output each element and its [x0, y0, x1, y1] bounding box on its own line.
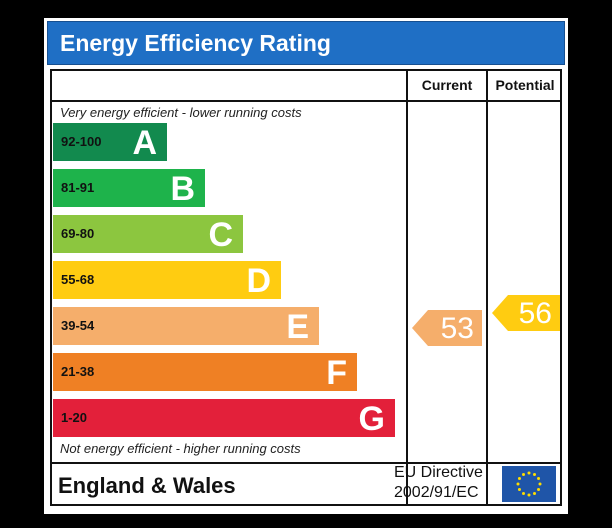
eu-flag-star: [516, 482, 520, 486]
footer-divider: [52, 462, 560, 464]
eu-flag-star: [517, 477, 521, 480]
eu-flag-icon: [502, 466, 556, 502]
rating-band-g: 1-20 G: [53, 399, 395, 438]
eu-flag-star: [527, 493, 531, 497]
eu-flag-star: [533, 472, 536, 476]
column-divider-potential: [486, 71, 488, 504]
energy-rating-card: Energy Efficiency Rating Current Potenti…: [44, 18, 568, 514]
header-divider: [52, 100, 560, 102]
band-range-e: 39-54: [61, 318, 95, 333]
region-label: England & Wales: [58, 473, 236, 498]
band-letter-b: B: [170, 170, 195, 208]
eu-flag-star: [522, 472, 525, 476]
note-very-efficient: Very energy efficient - lower running co…: [60, 105, 302, 120]
eu-flag-star: [533, 492, 536, 496]
current-rating-arrow: 53: [412, 310, 482, 346]
title-bar: Energy Efficiency Rating: [47, 21, 565, 65]
eu-directive-label: EU Directive 2002/91/EC: [394, 463, 483, 503]
potential-rating-value: 56: [518, 297, 552, 330]
note-not-efficient: Not energy efficient - higher running co…: [60, 441, 301, 456]
band-range-f: 21-38: [61, 364, 95, 379]
eu-flag-star: [517, 488, 521, 491]
column-header-potential: Potential: [495, 77, 555, 93]
band-range-b: 81-91: [61, 180, 95, 195]
eu-directive-line1: EU Directive: [394, 464, 483, 481]
band-range-g: 1-20: [61, 410, 88, 425]
eu-flag-star: [537, 477, 541, 480]
rating-band-f: 21-38 F: [53, 353, 357, 392]
column-divider-current: [406, 71, 408, 504]
chart-title: Energy Efficiency Rating: [60, 30, 331, 56]
eu-directive-line2: 2002/91/EC: [394, 484, 479, 501]
eu-flag-star: [537, 488, 541, 491]
rating-band-e: 39-54 E: [53, 307, 319, 346]
band-letter-c: C: [208, 216, 233, 254]
rating-grid: Current Potential Very energy efficient …: [50, 69, 562, 506]
column-header-current: Current: [421, 77, 473, 93]
band-letter-f: F: [326, 354, 347, 392]
band-range-c: 69-80: [61, 226, 95, 241]
band-range-a: 92-100: [61, 134, 102, 149]
eu-flag-star: [538, 482, 542, 486]
band-letter-g: G: [358, 400, 385, 438]
rating-band-c: 69-80 C: [53, 215, 243, 254]
band-range-d: 55-68: [61, 272, 95, 287]
eu-flag-star: [527, 471, 531, 475]
rating-band-b: 81-91 B: [53, 169, 205, 208]
rating-band-a: 92-100 A: [53, 123, 167, 162]
band-letter-e: E: [286, 308, 309, 346]
band-letter-d: D: [246, 262, 271, 300]
potential-rating-arrow: 56: [492, 295, 560, 331]
rating-band-d: 55-68 D: [53, 261, 281, 300]
eu-flag-star: [522, 492, 525, 496]
current-rating-value: 53: [440, 312, 474, 345]
band-letter-a: A: [132, 124, 157, 162]
